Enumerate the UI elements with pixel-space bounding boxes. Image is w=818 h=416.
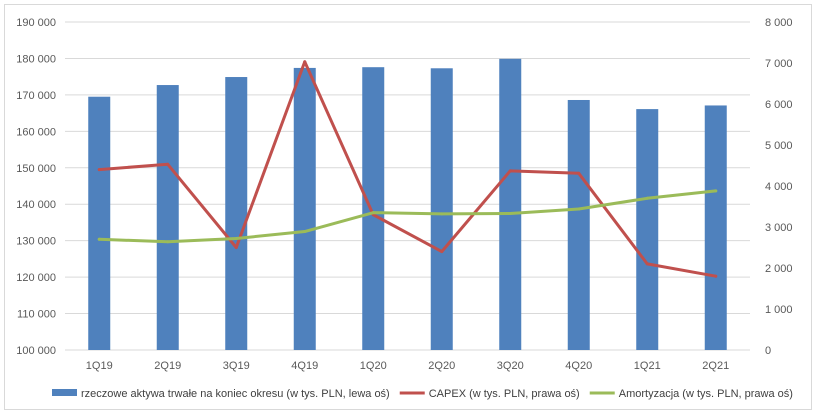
line-point (166, 162, 170, 166)
right-axis-tick-label: 7 000 (765, 58, 793, 70)
right-axis-tick-label: 3 000 (765, 222, 793, 234)
category-tick-label: 2Q20 (428, 360, 455, 372)
line-point (371, 211, 375, 215)
line-point (577, 171, 581, 175)
right-axis-tick-label: 4 000 (765, 181, 793, 193)
right-axis-tick-label: 1 000 (765, 304, 793, 316)
left-axis-tick-label: 180 000 (16, 53, 56, 65)
bar (362, 67, 385, 351)
line-point (234, 236, 238, 240)
category-tick-label: 1Q19 (86, 360, 113, 372)
series-line-2 (97, 189, 718, 244)
legend: rzeczowe aktywa trwałe na koniec okresu … (52, 388, 793, 400)
bar (430, 68, 453, 350)
right-axis-tick-label: 5 000 (765, 140, 793, 152)
line-point (303, 60, 307, 64)
bar (88, 96, 111, 350)
left-axis-tick-label: 160 000 (16, 126, 56, 138)
bar-series (88, 58, 727, 351)
right-axis-tick-label: 0 (765, 345, 771, 357)
left-axis-tick-label: 120 000 (16, 272, 56, 284)
left-axis-tick-label: 110 000 (17, 309, 56, 321)
category-tick-label: 3Q20 (497, 360, 524, 372)
line-point (645, 196, 649, 200)
left-axis-tick-label: 150 000 (16, 163, 56, 175)
category-tick-label: 3Q19 (223, 360, 250, 372)
left-axis-tick-label: 130 000 (16, 236, 56, 248)
line-point (508, 169, 512, 173)
line-point (303, 230, 307, 234)
category-axis: 1Q19 2Q19 3Q19 4Q19 1Q20 2Q20 3Q20 4Q20 1Q21 2Q21 (86, 360, 729, 372)
line-point (97, 168, 101, 172)
line-point (714, 189, 718, 193)
legend-label: Amortyzacja (w tys. PLN, prawa oś) (619, 388, 793, 400)
line-point (234, 246, 238, 249)
right-axis-tick-label: 8 000 (765, 17, 793, 29)
category-tick-label: 4Q19 (291, 360, 318, 372)
bar (636, 109, 659, 350)
legend-label: CAPEX (w tys. PLN, prawa oś) (429, 388, 580, 400)
left-axis-tick-label: 170 000 (16, 90, 56, 102)
line-point (440, 250, 444, 254)
bar (156, 85, 179, 350)
series-line-1 (97, 60, 718, 278)
gridlines (65, 21, 750, 351)
category-tick-label: 2Q21 (702, 360, 729, 372)
category-tick-label: 1Q21 (634, 360, 661, 372)
line-point (166, 240, 170, 244)
bar (225, 77, 248, 350)
line-point (714, 274, 718, 278)
bar (499, 58, 522, 350)
legend-label: rzeczowe aktywa trwałe na koniec okresu … (81, 388, 390, 400)
chart-frame (4, 4, 812, 410)
right-axis: 0 1 000 2 000 3 000 4 000 5 000 6 000 7 000 8 00… (765, 17, 793, 357)
line-point (440, 212, 444, 216)
left-axis-tick-label: 190 000 (16, 17, 56, 29)
category-tick-label: 1Q20 (360, 360, 387, 372)
line-series (97, 60, 718, 278)
line-point (97, 237, 101, 241)
line-point (577, 207, 581, 211)
line-point (508, 211, 512, 215)
category-tick-label: 2Q19 (154, 360, 181, 372)
line-point (645, 262, 649, 266)
bar (567, 99, 590, 350)
left-axis-tick-label: 140 000 (16, 199, 56, 211)
left-axis-tick-label: 100 000 (16, 345, 56, 357)
bar (293, 67, 316, 351)
right-axis-tick-label: 6 000 (765, 99, 793, 111)
right-axis-tick-label: 2 000 (765, 263, 793, 275)
left-axis: 100 000 110 000 120 000 130 000 140 000 150 0… (16, 17, 56, 357)
legend-swatch (52, 389, 77, 396)
bar (704, 105, 727, 350)
category-tick-label: 4Q20 (565, 360, 592, 372)
